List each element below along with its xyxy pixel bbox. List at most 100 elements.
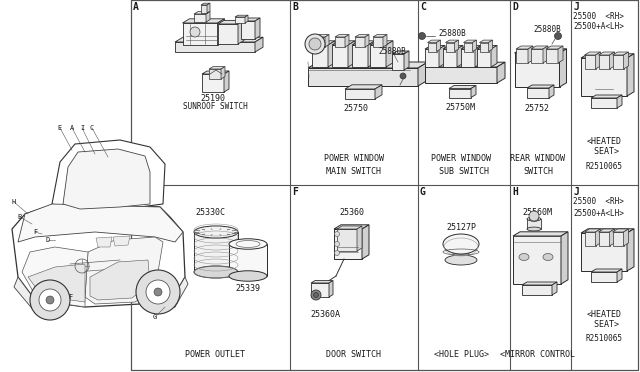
Polygon shape — [475, 45, 481, 67]
Polygon shape — [52, 140, 165, 210]
Polygon shape — [617, 95, 622, 108]
Circle shape — [154, 288, 162, 296]
Polygon shape — [255, 37, 263, 52]
Polygon shape — [218, 19, 225, 45]
Polygon shape — [12, 202, 185, 307]
Polygon shape — [591, 269, 622, 272]
Text: J: J — [573, 2, 579, 12]
Text: REAR WINDOW
SWITCH: REAR WINDOW SWITCH — [511, 154, 566, 176]
Polygon shape — [623, 229, 628, 246]
Polygon shape — [516, 46, 533, 49]
Ellipse shape — [194, 266, 238, 278]
Polygon shape — [609, 52, 614, 69]
Text: J: J — [573, 187, 579, 197]
Circle shape — [419, 32, 426, 39]
Polygon shape — [96, 237, 112, 247]
Polygon shape — [449, 86, 476, 89]
Polygon shape — [375, 85, 382, 99]
Polygon shape — [612, 229, 628, 232]
Polygon shape — [418, 62, 428, 86]
Polygon shape — [392, 54, 404, 70]
Polygon shape — [362, 225, 369, 259]
Polygon shape — [113, 236, 130, 246]
Text: 25500  <RH>: 25500 <RH> — [573, 12, 624, 21]
Text: POWER OUTLET: POWER OUTLET — [185, 350, 245, 359]
Polygon shape — [255, 18, 260, 39]
Polygon shape — [522, 282, 557, 285]
Polygon shape — [581, 54, 634, 58]
Polygon shape — [591, 272, 617, 282]
Polygon shape — [454, 40, 458, 51]
Polygon shape — [515, 49, 566, 53]
Text: <HEATED: <HEATED — [586, 310, 621, 319]
Polygon shape — [559, 49, 566, 87]
Polygon shape — [245, 15, 248, 23]
Polygon shape — [552, 282, 557, 295]
Polygon shape — [449, 89, 471, 97]
Polygon shape — [581, 229, 634, 233]
Polygon shape — [584, 229, 600, 232]
Circle shape — [335, 250, 339, 256]
Circle shape — [314, 292, 319, 298]
Text: B: B — [292, 2, 298, 12]
Polygon shape — [584, 232, 595, 246]
Text: SEAT>: SEAT> — [589, 320, 619, 329]
Circle shape — [136, 270, 180, 314]
Polygon shape — [209, 67, 225, 69]
Polygon shape — [522, 285, 552, 295]
Text: POWER WINDOW
MAIN SWITCH: POWER WINDOW MAIN SWITCH — [324, 154, 384, 176]
Polygon shape — [443, 45, 463, 49]
Polygon shape — [308, 62, 428, 68]
Polygon shape — [623, 52, 628, 69]
Polygon shape — [598, 229, 614, 232]
Polygon shape — [218, 24, 238, 44]
Text: 25330C: 25330C — [195, 208, 225, 217]
Polygon shape — [355, 37, 365, 47]
Polygon shape — [182, 19, 225, 23]
Polygon shape — [221, 67, 225, 79]
Polygon shape — [584, 52, 600, 55]
Polygon shape — [329, 280, 333, 297]
Polygon shape — [543, 46, 548, 63]
Polygon shape — [612, 52, 628, 55]
Polygon shape — [345, 89, 375, 99]
Text: F: F — [33, 229, 37, 235]
Circle shape — [146, 280, 170, 304]
Polygon shape — [194, 14, 206, 22]
Text: F: F — [292, 187, 298, 197]
Text: 25752: 25752 — [525, 104, 550, 113]
Polygon shape — [439, 45, 445, 67]
Ellipse shape — [443, 234, 479, 254]
Polygon shape — [158, 277, 188, 314]
Text: <MIRROR CONTROL: <MIRROR CONTROL — [499, 350, 575, 359]
Text: D: D — [512, 2, 518, 12]
Polygon shape — [452, 244, 470, 260]
Ellipse shape — [527, 227, 541, 231]
Polygon shape — [479, 42, 488, 51]
Polygon shape — [345, 35, 349, 47]
Polygon shape — [312, 41, 335, 45]
Polygon shape — [404, 51, 409, 70]
Polygon shape — [365, 35, 369, 47]
Polygon shape — [531, 46, 548, 49]
Polygon shape — [90, 260, 150, 300]
Polygon shape — [488, 40, 493, 51]
Polygon shape — [312, 45, 328, 67]
Polygon shape — [461, 45, 481, 49]
Polygon shape — [352, 41, 375, 45]
Polygon shape — [546, 49, 558, 63]
Text: 25500  <RH>: 25500 <RH> — [573, 197, 624, 206]
Polygon shape — [352, 45, 368, 67]
Polygon shape — [334, 225, 369, 229]
Polygon shape — [591, 95, 622, 98]
Polygon shape — [202, 74, 224, 92]
Polygon shape — [22, 247, 88, 307]
Polygon shape — [337, 226, 362, 229]
Polygon shape — [85, 237, 163, 304]
Polygon shape — [332, 45, 348, 67]
Text: F: F — [68, 294, 72, 300]
Circle shape — [335, 231, 339, 237]
Polygon shape — [436, 40, 440, 51]
Polygon shape — [581, 58, 627, 96]
Polygon shape — [345, 85, 382, 89]
